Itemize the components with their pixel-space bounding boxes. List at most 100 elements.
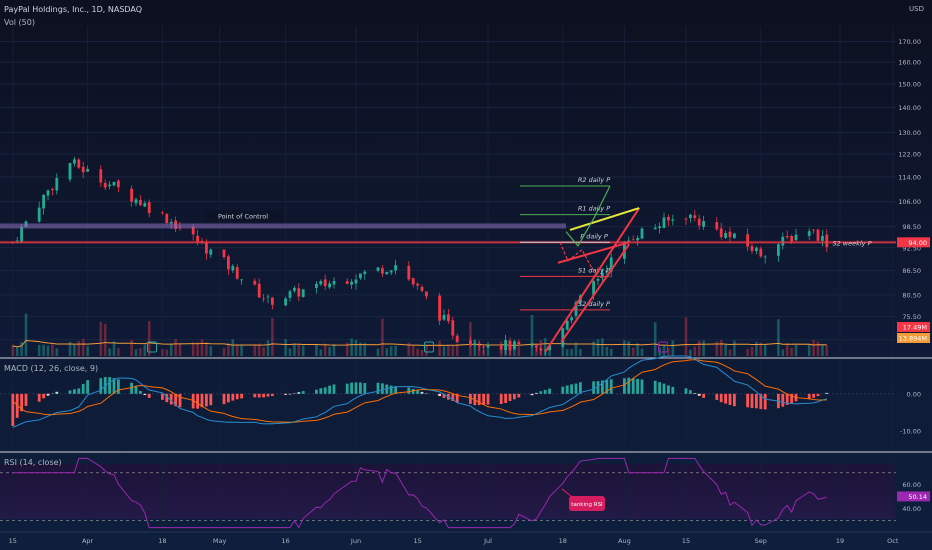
- candle-body: [139, 200, 142, 206]
- volume-bar: [68, 341, 72, 356]
- volume-bar: [284, 338, 287, 356]
- volume-bar: [565, 349, 569, 356]
- symbol-title[interactable]: PayPal Holdings, Inc., 1D, NASDAQ: [4, 5, 143, 14]
- candle-body: [231, 265, 235, 271]
- macd-histogram-bar: [535, 392, 538, 394]
- price-tick-label: 122.00: [898, 150, 921, 158]
- macd-histogram-bar: [605, 379, 609, 394]
- candle-body: [508, 340, 512, 351]
- volume-bar: [262, 347, 265, 356]
- macd-line-overlay: [12, 355, 827, 428]
- candle-body: [605, 271, 609, 273]
- macd-histogram-bar: [543, 389, 547, 394]
- volume-bar: [323, 343, 327, 356]
- macd-histogram-bar: [209, 393, 213, 406]
- macd-histogram-bar: [108, 377, 111, 394]
- volume-bar: [697, 340, 701, 356]
- volume-badge: 17.49M: [903, 324, 927, 332]
- candle-body: [592, 281, 595, 295]
- macd-histogram-bar: [20, 393, 23, 412]
- macd-histogram-bar: [55, 391, 59, 394]
- rsi-label[interactable]: RSI (14, close): [4, 458, 62, 467]
- volume-bar: [77, 341, 81, 356]
- time-tick-label: 15: [9, 537, 17, 545]
- volume-bar: [790, 347, 793, 356]
- macd-histogram-bar: [477, 393, 481, 406]
- macd-histogram-bar: [601, 380, 604, 394]
- macd-histogram-bar: [134, 386, 138, 394]
- macd-histogram-bar: [37, 393, 41, 402]
- time-tick-label: May: [213, 537, 227, 545]
- candle-body: [209, 249, 213, 255]
- volume-bar: [420, 349, 424, 356]
- volume-bar: [86, 346, 89, 356]
- volume-bar: [592, 341, 595, 356]
- volume-bar: [579, 349, 582, 356]
- time-tick-label: 18: [158, 537, 166, 545]
- macd-histogram-bar: [486, 393, 490, 405]
- volume-bar: [425, 344, 428, 356]
- candle-body: [143, 203, 147, 207]
- rsi-note-label: tanking RSI: [571, 502, 603, 508]
- volume-bar: [51, 344, 54, 356]
- volume-bar: [442, 346, 446, 356]
- volume-bar: [486, 346, 490, 356]
- volume-bar: [807, 343, 811, 356]
- volume-bar: [81, 338, 85, 356]
- volume-bar: [37, 344, 41, 356]
- macd-histogram-bar: [724, 393, 727, 404]
- pivot-level-label: R1 daily P: [578, 205, 610, 213]
- candle-body: [376, 267, 380, 271]
- macd-histogram-bar: [715, 393, 719, 400]
- volume-bar: [271, 317, 274, 356]
- macd-histogram-bar: [438, 393, 441, 397]
- volume-bar: [196, 342, 199, 356]
- candle-body: [504, 340, 507, 351]
- volume-bar: [623, 340, 626, 356]
- time-tick-label: 15: [413, 537, 421, 545]
- macd-histogram-bar: [728, 393, 732, 405]
- macd-histogram-bar: [240, 393, 243, 399]
- volume-bar: [473, 339, 477, 356]
- candle-body: [561, 328, 565, 347]
- macd-histogram-bar: [354, 382, 358, 394]
- volume-bar: [451, 345, 455, 356]
- candle-body: [77, 159, 81, 168]
- volume-bar: [231, 339, 235, 356]
- volume-bar: [561, 346, 565, 356]
- macd-histogram-bar: [205, 393, 208, 407]
- volume-bar: [719, 340, 723, 356]
- volume-bar: [24, 313, 28, 356]
- candle-body: [257, 283, 261, 298]
- volume-bar: [130, 339, 133, 356]
- volume-bar: [200, 339, 204, 356]
- candle-body: [301, 289, 305, 297]
- candle-body: [420, 287, 424, 291]
- time-tick-label: Sep: [755, 537, 767, 545]
- volume-label[interactable]: Vol (50): [4, 18, 35, 27]
- volume-bar: [455, 343, 459, 356]
- candle-body: [499, 345, 503, 350]
- candle-body: [266, 296, 270, 298]
- volume-bar: [359, 342, 362, 356]
- volume-bar: [781, 349, 785, 356]
- candle-body: [103, 182, 107, 188]
- rsi-note-pointer: [561, 488, 573, 498]
- volume-bar: [73, 344, 76, 356]
- price-badge: 94.00: [908, 239, 927, 247]
- price-tick-label: 75.50: [902, 313, 921, 321]
- macd-histogram-bar: [530, 393, 534, 396]
- macd-histogram-bar: [345, 383, 349, 394]
- earnings-marker-icon: [147, 341, 157, 353]
- volume-bar: [147, 320, 151, 356]
- macd-histogram-bar: [301, 391, 305, 394]
- volume-bar: [746, 348, 749, 356]
- candle-body: [653, 227, 657, 230]
- candle-body: [821, 235, 824, 241]
- candle-body: [42, 194, 45, 209]
- macd-label[interactable]: MACD (12, 26, close, 9): [4, 364, 99, 373]
- flag-upper-line: [569, 207, 640, 231]
- macd-histogram-bar: [759, 393, 763, 410]
- candle-body: [517, 341, 521, 345]
